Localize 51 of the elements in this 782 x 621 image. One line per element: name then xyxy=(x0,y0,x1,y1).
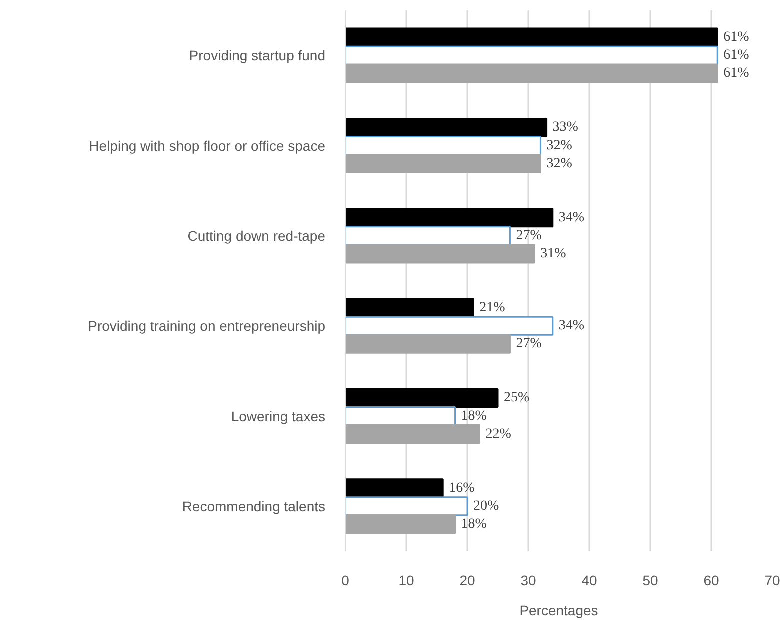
data-label: 34% xyxy=(558,318,585,334)
bar xyxy=(346,298,474,318)
bar xyxy=(346,334,511,354)
bar xyxy=(346,64,718,84)
data-label: 61% xyxy=(724,48,750,64)
y-tick-label: Providing training on entrepreneurship xyxy=(88,318,326,334)
y-tick-label: Providing startup fund xyxy=(189,48,326,64)
y-tick-label: Helping with shop floor or office space xyxy=(89,138,326,154)
x-tick-label: 70 xyxy=(764,572,780,588)
data-label: 18% xyxy=(461,408,488,424)
bar xyxy=(346,406,456,426)
bar xyxy=(346,388,499,408)
data-label: 33% xyxy=(552,120,579,136)
bar xyxy=(346,316,554,336)
bar xyxy=(346,118,548,138)
data-label: 34% xyxy=(558,210,585,226)
bar xyxy=(346,154,542,174)
data-label: 18% xyxy=(461,516,488,532)
x-axis-title: Percentages xyxy=(520,602,598,618)
bar xyxy=(346,478,444,498)
x-tick-label: 10 xyxy=(398,572,414,588)
y-tick-label: Recommending talents xyxy=(182,498,326,514)
bar xyxy=(346,208,554,228)
bar xyxy=(346,136,542,156)
data-label: 32% xyxy=(546,138,573,154)
bar xyxy=(346,28,718,48)
x-tick-label: 60 xyxy=(704,572,720,588)
bar xyxy=(346,46,718,66)
x-tick-label: 50 xyxy=(642,572,658,588)
data-label: 27% xyxy=(516,336,542,352)
x-tick-label: 30 xyxy=(520,572,536,588)
data-label: 31% xyxy=(540,246,567,262)
y-tick-label: Cutting down red-tape xyxy=(188,228,326,244)
data-label: 61% xyxy=(724,30,750,46)
bar xyxy=(346,496,468,516)
data-label: 21% xyxy=(480,300,506,316)
data-label: 32% xyxy=(546,156,573,172)
data-label: 20% xyxy=(474,498,500,514)
data-label: 25% xyxy=(504,390,530,406)
bar xyxy=(346,244,536,264)
y-tick-label: Lowering taxes xyxy=(231,408,326,424)
data-label: 22% xyxy=(486,426,512,442)
x-tick-label: 40 xyxy=(582,572,598,588)
x-tick-label: 0 xyxy=(342,572,350,588)
data-label: 61% xyxy=(724,66,750,82)
bar xyxy=(346,514,456,534)
data-label: 27% xyxy=(516,228,542,244)
x-tick-label: 20 xyxy=(460,572,476,588)
data-label: 16% xyxy=(449,480,476,496)
bar xyxy=(346,424,480,444)
bar xyxy=(346,226,511,246)
